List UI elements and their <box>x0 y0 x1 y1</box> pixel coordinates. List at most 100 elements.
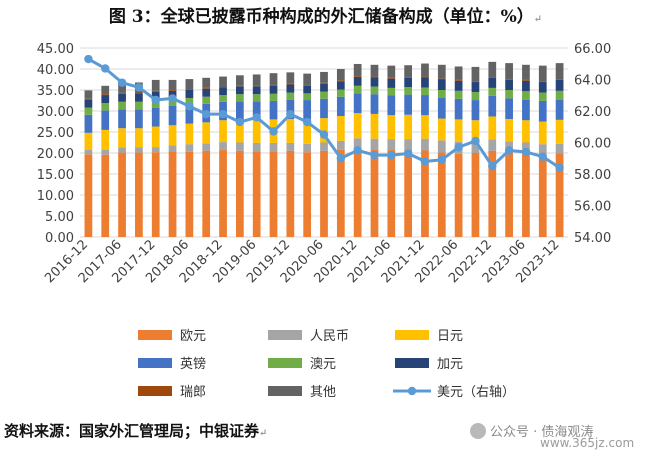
bar-segment <box>185 79 194 90</box>
bar-segment <box>235 142 244 151</box>
bar-segment <box>336 89 345 97</box>
bar-segment <box>404 150 413 237</box>
bar-segment <box>505 152 513 237</box>
bar-segment <box>84 90 93 99</box>
bar-segment <box>168 105 177 126</box>
bar-segment <box>320 118 328 143</box>
bar-segment <box>522 99 530 121</box>
bar-segment <box>505 63 513 80</box>
chart-area: 0.00 5.00 10.00 15.00 20.00 25.00 30.00 35.00 40… <box>0 32 651 412</box>
bar-segment <box>101 85 110 95</box>
usd-point <box>269 127 278 136</box>
bar-segment <box>387 87 396 96</box>
bar-segment <box>505 118 513 142</box>
bar-segment <box>269 100 278 120</box>
bar-segment <box>454 98 463 120</box>
legend-swatch <box>138 358 172 368</box>
legend-label: 英镑 <box>180 356 206 372</box>
bar-segment <box>505 79 513 90</box>
bar-segment <box>252 85 261 87</box>
bar-segment <box>555 79 564 91</box>
bar-segment <box>320 82 328 84</box>
bar-segment <box>488 139 497 151</box>
legend-label: 瑞郎 <box>180 385 206 400</box>
bar-segment <box>303 85 312 94</box>
bar-segment <box>454 90 463 99</box>
bar-segment <box>404 65 413 77</box>
bar-segment <box>387 150 396 237</box>
usd-point <box>168 94 177 103</box>
bar-segment <box>185 90 194 98</box>
legend-label: 欧元 <box>180 329 206 344</box>
bar-segment <box>202 150 211 237</box>
bar-segment <box>320 91 328 99</box>
y-right-tick-label: 60.00 <box>574 137 611 152</box>
bar-segment <box>505 98 513 119</box>
bar-segment <box>353 138 362 148</box>
bar-segment <box>538 154 547 237</box>
legend-swatch <box>395 330 429 340</box>
bar-segment <box>488 150 497 237</box>
bar-segment <box>202 77 211 88</box>
bar-segment <box>219 76 227 88</box>
usd-point <box>185 102 194 111</box>
bar-segment <box>353 76 362 86</box>
usd-point <box>319 130 329 139</box>
bar-segment <box>269 85 278 94</box>
bar-segment <box>219 150 227 237</box>
bar-segment <box>320 71 328 83</box>
bar-segment <box>471 92 480 101</box>
bar-segment <box>135 147 143 153</box>
bar-segment <box>505 79 513 80</box>
bar-segment <box>101 149 110 155</box>
bar-segment <box>471 66 480 82</box>
legend-label: 加元 <box>437 357 463 372</box>
bar-segment <box>522 64 530 80</box>
bar-segment <box>387 78 396 88</box>
bar-segment <box>118 92 126 94</box>
bar-segment <box>286 92 295 100</box>
bar-segment <box>471 153 480 237</box>
bar-segment <box>235 150 244 237</box>
y-right-tick-label: 54.00 <box>574 231 611 246</box>
bar-segment <box>84 149 93 155</box>
y-right-tick-label: 58.00 <box>574 168 611 183</box>
bar-segment <box>219 95 227 102</box>
y-right-tick-label: 66.00 <box>574 42 611 57</box>
bar-segment <box>320 98 328 119</box>
usd-point <box>403 149 413 158</box>
bar-segment <box>522 120 530 143</box>
bar-segment <box>202 87 211 89</box>
bar-segment <box>303 143 312 153</box>
bar-segment <box>404 77 413 88</box>
y-left-tick-label: 35.00 <box>37 84 74 99</box>
bar-segment <box>387 65 396 78</box>
bar-segment <box>538 100 547 122</box>
bar-segment <box>488 95 497 117</box>
bar-segment <box>286 72 295 84</box>
bar-segment <box>454 153 463 237</box>
bar-segment <box>353 76 362 77</box>
bar-segment <box>135 101 143 110</box>
bar-segment <box>303 84 312 86</box>
usd-point <box>101 64 110 73</box>
bar-segment <box>151 126 160 148</box>
bar-segment <box>421 115 429 139</box>
bar-segment <box>336 81 345 90</box>
usd-point <box>235 117 245 127</box>
return-mark: ↵ <box>259 428 268 439</box>
y-left-tick-label: 5.00 <box>45 210 74 225</box>
usd-point <box>218 109 228 119</box>
bar-segment <box>437 140 446 153</box>
y-left-tick-label: 20.00 <box>37 147 74 162</box>
bar-segment <box>370 94 379 114</box>
usd-point <box>151 95 160 105</box>
bar-segment <box>320 83 328 92</box>
bar-segment <box>118 109 126 129</box>
bar-segment <box>421 76 429 78</box>
bar-segment <box>538 92 547 101</box>
bar-segment <box>252 142 261 152</box>
bar-segment <box>437 152 446 237</box>
y-left-tick-label: 25.00 <box>37 126 74 141</box>
bar-segment <box>538 82 547 93</box>
